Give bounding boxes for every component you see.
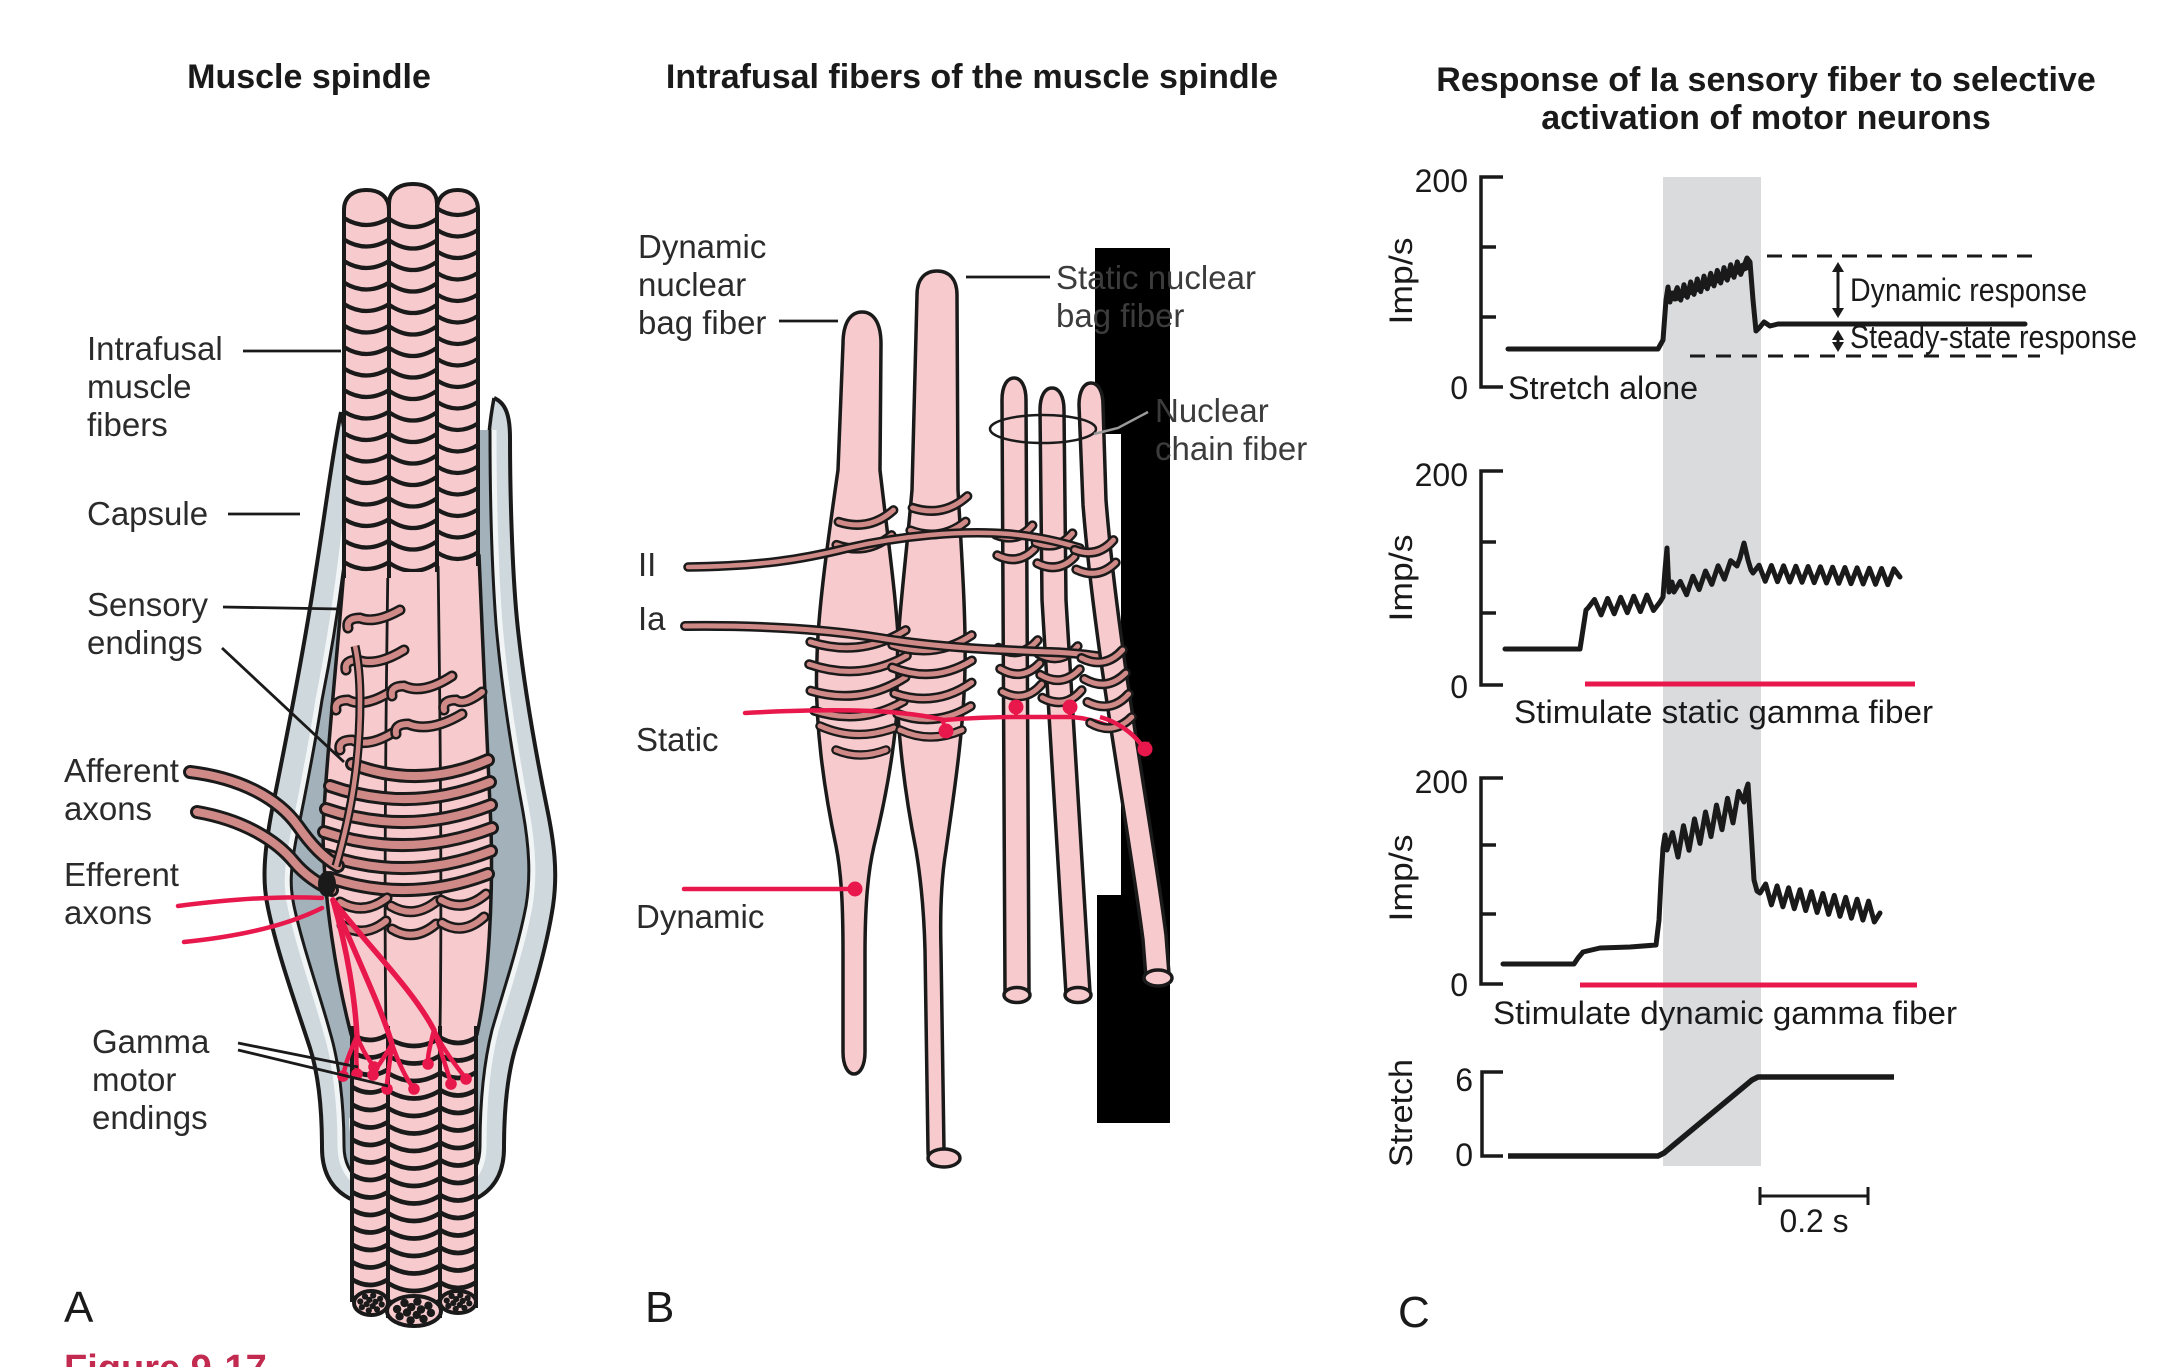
svg-text:B: B <box>645 1283 674 1332</box>
svg-text:0: 0 <box>1455 1137 1473 1173</box>
svg-text:endings: endings <box>92 1099 208 1136</box>
svg-text:Static nuclear: Static nuclear <box>1056 259 1256 296</box>
svg-text:fibers: fibers <box>87 406 168 443</box>
svg-text:Sensory: Sensory <box>87 586 209 623</box>
svg-text:axons: axons <box>64 790 152 827</box>
svg-text:0.2 s: 0.2 s <box>1780 1203 1849 1239</box>
svg-text:II: II <box>638 546 656 583</box>
svg-text:chain fiber: chain fiber <box>1155 430 1307 467</box>
svg-text:Figure 9-17: Figure 9-17 <box>64 1348 267 1367</box>
svg-text:Afferent: Afferent <box>64 752 179 789</box>
svg-text:Nuclear: Nuclear <box>1155 392 1269 429</box>
svg-text:0: 0 <box>1450 370 1468 406</box>
svg-text:axons: axons <box>64 894 152 931</box>
svg-text:0: 0 <box>1450 967 1468 1003</box>
svg-text:200: 200 <box>1415 764 1468 800</box>
svg-text:Dynamic: Dynamic <box>638 228 766 265</box>
svg-text:endings: endings <box>87 624 203 661</box>
svg-text:muscle: muscle <box>87 368 192 405</box>
svg-text:Stretch alone: Stretch alone <box>1508 370 1698 406</box>
svg-text:nuclear: nuclear <box>638 266 746 303</box>
svg-text:Intrafusal fibers of the muscl: Intrafusal fibers of the muscle spindle <box>666 58 1278 96</box>
svg-text:Muscle spindle: Muscle spindle <box>187 58 431 96</box>
svg-text:6: 6 <box>1455 1062 1473 1098</box>
svg-text:Dynamic: Dynamic <box>636 898 764 935</box>
svg-text:200: 200 <box>1415 163 1468 199</box>
svg-text:0: 0 <box>1450 669 1468 705</box>
svg-text:Ia: Ia <box>638 600 666 637</box>
svg-text:Intrafusal: Intrafusal <box>87 330 223 367</box>
svg-text:bag fiber: bag fiber <box>638 304 766 341</box>
svg-text:Dynamic response: Dynamic response <box>1850 272 2087 308</box>
svg-text:C: C <box>1398 1288 1430 1337</box>
svg-text:activation of motor neurons: activation of motor neurons <box>1541 99 1991 137</box>
svg-text:A: A <box>64 1283 94 1332</box>
svg-text:Imp/s: Imp/s <box>1383 535 1419 622</box>
svg-text:Stimulate dynamic gamma fiber: Stimulate dynamic gamma fiber <box>1493 995 1957 1031</box>
svg-text:Static: Static <box>636 721 719 758</box>
svg-text:Imp/s: Imp/s <box>1383 238 1419 325</box>
svg-text:motor: motor <box>92 1061 176 1098</box>
svg-text:Efferent: Efferent <box>64 856 179 893</box>
svg-text:bag fiber: bag fiber <box>1056 297 1184 334</box>
svg-text:Stimulate static gamma fiber: Stimulate static gamma fiber <box>1514 694 1933 730</box>
svg-text:Steady-state response: Steady-state response <box>1850 319 2137 355</box>
svg-text:Gamma: Gamma <box>92 1023 210 1060</box>
svg-text:Capsule: Capsule <box>87 495 208 532</box>
svg-text:Stretch: Stretch <box>1383 1059 1419 1167</box>
svg-text:200: 200 <box>1415 457 1468 493</box>
svg-text:Imp/s: Imp/s <box>1383 835 1419 922</box>
svg-text:Response of Ia sensory fiber t: Response of Ia sensory fiber to selectiv… <box>1436 61 2095 99</box>
